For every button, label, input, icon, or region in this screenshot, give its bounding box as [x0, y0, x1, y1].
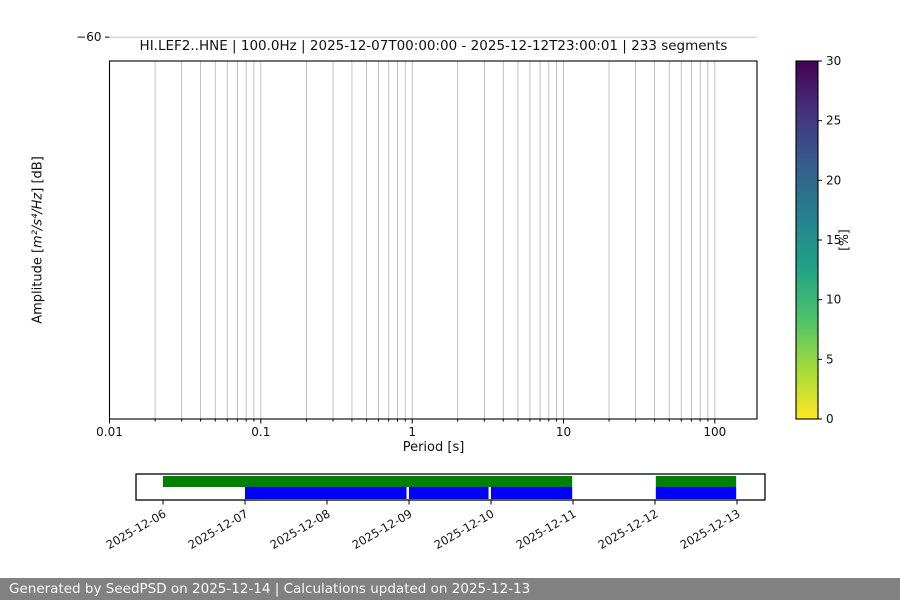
colorbar-gradient — [795, 60, 819, 420]
coverage-date-label: 2025-12-07 — [186, 506, 251, 552]
x-tick-label: 100 — [703, 425, 726, 439]
coverage-date-label: 2025-12-13 — [678, 506, 743, 552]
plot-title: HI.LEF2..HNE | 100.0Hz | 2025-12-07T00:0… — [139, 38, 728, 54]
coverage-date-label: 2025-12-10 — [432, 506, 497, 552]
colorbar-tick-label: 10 — [826, 293, 841, 307]
data-coverage-segment — [163, 476, 573, 487]
status-bar-text: Generated by SeedPSD on 2025-12-14 | Cal… — [9, 581, 531, 597]
coverage-date-label: 2025-12-11 — [514, 506, 579, 552]
x-tick-label: 10 — [556, 425, 571, 439]
grid-lines — [109, 36, 757, 419]
colorbar-tick-label: 0 — [826, 412, 834, 426]
colorbar-tick-label: 30 — [826, 54, 841, 68]
axes: 0.010.1110100−60−80−100−120−140−160−180−… — [76, 30, 758, 439]
coverage-date-label: 2025-12-12 — [596, 506, 661, 552]
x-axis-label: Period [s] — [402, 440, 465, 455]
colorbar-tick-label: 15 — [826, 233, 841, 247]
psd-coverage-segment — [409, 487, 489, 499]
psd-coverage-segment — [655, 487, 737, 499]
colorbar-tick-label: 25 — [826, 114, 841, 128]
x-tick-label: 0.01 — [96, 425, 123, 439]
psd-coverage-segment — [245, 487, 407, 499]
status-bar: Generated by SeedPSD on 2025-12-14 | Cal… — [0, 578, 900, 600]
coverage-date-label: 2025-12-06 — [104, 506, 169, 552]
psd-coverage-segment — [491, 487, 573, 499]
coverage-date-label: 2025-12-09 — [350, 506, 415, 552]
coverage-bar: 2025-12-06 2025-12-07 2025-12-08 2025-12-09… — [104, 473, 766, 552]
data-coverage-segment — [655, 476, 737, 487]
y-tick-label: −60 — [76, 30, 101, 44]
colorbar: 0 5 10 15 20 25 30 [%] — [795, 54, 851, 426]
colorbar-tick-label: 20 — [826, 173, 841, 187]
x-tick-label: 1 — [408, 425, 416, 439]
colorbar-tick-label: 5 — [826, 352, 834, 366]
colorbar-unit-label: [%] — [836, 229, 851, 251]
coverage-date-label: 2025-12-08 — [268, 506, 333, 552]
x-tick-label: 0.1 — [251, 425, 270, 439]
